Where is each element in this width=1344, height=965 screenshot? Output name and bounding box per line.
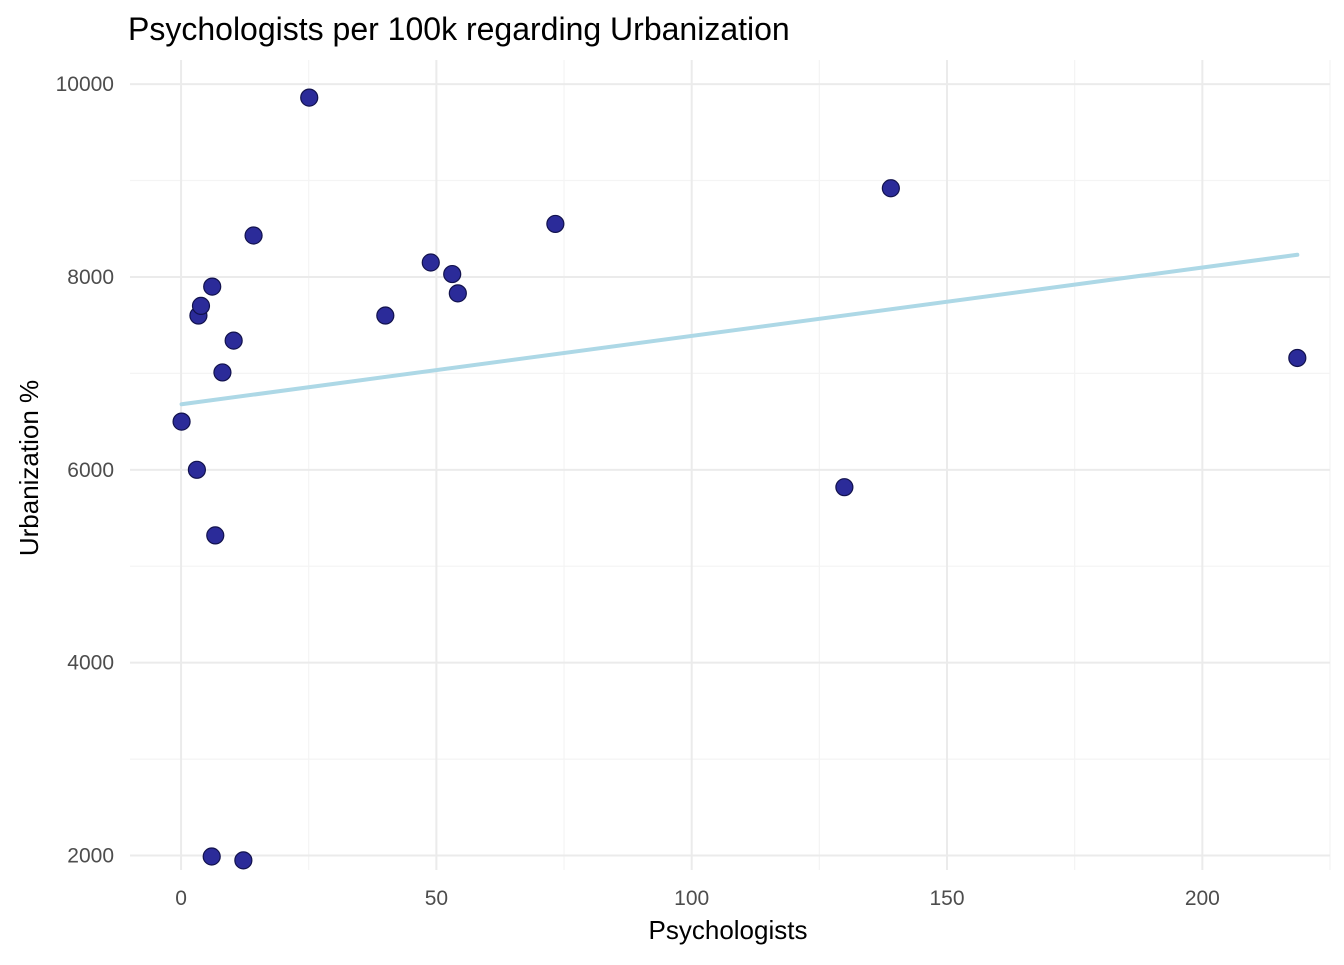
data-point [835, 478, 854, 497]
data-point [443, 264, 462, 284]
x-tick-label: 200 [1185, 887, 1220, 910]
y-tick-label: 6000 [67, 459, 114, 482]
y-tick-label: 2000 [67, 845, 114, 868]
y-tick-label: 10000 [56, 73, 114, 96]
x-tick-label: 0 [175, 887, 187, 910]
data-point [421, 253, 440, 272]
data-point [546, 214, 565, 234]
x-axis-title: Psychologists [649, 915, 808, 945]
data-point [191, 296, 211, 315]
data-point [202, 847, 221, 866]
x-tick-label: 50 [425, 887, 448, 910]
x-tick-label: 150 [929, 887, 964, 910]
data-point [206, 526, 225, 545]
y-tick-label: 8000 [67, 266, 114, 289]
data-point [881, 179, 900, 198]
y-axis-title: Urbanization % [14, 380, 44, 556]
data-point [234, 851, 253, 870]
data-point [300, 88, 319, 107]
data-point [376, 306, 395, 325]
data-point [224, 331, 243, 350]
data-point [172, 412, 191, 431]
data-point [244, 226, 263, 245]
y-tick-label: 4000 [67, 652, 114, 675]
chart-title: Psychologists per 100k regarding Urbaniz… [128, 11, 790, 47]
data-point [1288, 348, 1307, 368]
data-point [187, 460, 206, 479]
tick-labels: 0 50 100 150 200 2000 4000 6000 8000 10000 [56, 73, 1220, 910]
trend-layer [179, 252, 1300, 407]
points-layer [172, 88, 1307, 870]
x-tick-label: 100 [674, 887, 709, 910]
trend-line [179, 252, 1300, 407]
data-point [213, 363, 232, 382]
data-point [448, 284, 467, 303]
grid-layer [130, 60, 1331, 870]
data-point [203, 277, 222, 296]
